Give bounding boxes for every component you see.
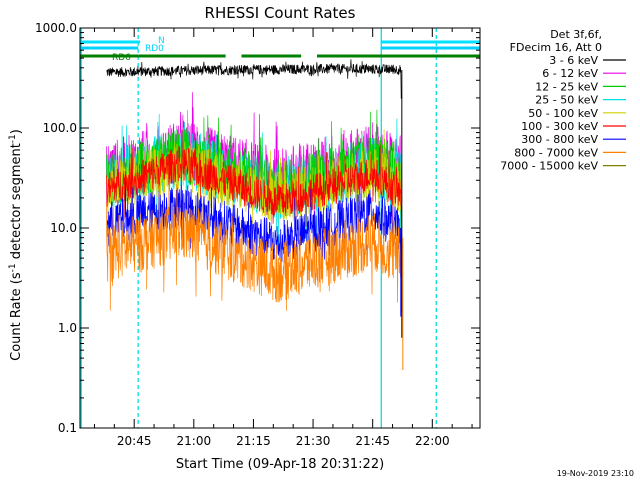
x-tick-label-4: 21:45	[355, 434, 390, 448]
y-tick-label-4: 1000.0	[35, 21, 77, 35]
x-axis-label: Start Time (09-Apr-18 20:31:22)	[176, 457, 384, 472]
series-line-5	[106, 129, 403, 237]
y-axis-label: Count Rate (s-1 detector segment-1)	[8, 129, 24, 361]
footer-timestamp: 19-Nov-2019 23:10	[557, 469, 634, 478]
x-tick-label-3: 21:30	[296, 434, 331, 448]
chart-title: RHESSI Count Rates	[205, 4, 356, 22]
y-tick-label-3: 100.0	[43, 121, 77, 135]
legend-header-0: Det 3f,6f,	[550, 28, 602, 41]
state-label-n: N	[158, 36, 165, 46]
x-tick-label-5: 22:00	[415, 434, 450, 448]
series-line-4	[106, 129, 403, 251]
legend-label-4: 50 - 100 keV	[528, 107, 598, 120]
legend-label-2: 12 - 25 keV	[535, 80, 598, 93]
x-tick-label-2: 21:15	[236, 434, 271, 448]
axes-layer: 0.1 1.0 10.0 100.0 1000.0 20:45 21:00 21:15 21:3…	[35, 21, 481, 448]
x-tick-label-1: 21:00	[177, 434, 212, 448]
y-tick-label-0: 0.1	[58, 421, 77, 435]
y-tick-label-1: 1.0	[58, 321, 77, 335]
legend-header-1: FDecim 16, Att 0	[510, 41, 602, 54]
state-label-rd6: RD6	[112, 53, 131, 63]
legend-label-1: 6 - 12 keV	[542, 67, 598, 80]
y-tick-label-2: 10.0	[50, 221, 77, 235]
legend-label-5: 100 - 300 keV	[521, 120, 598, 133]
legend-label-7: 800 - 7000 keV	[514, 146, 598, 159]
legend-label-6: 300 - 800 keV	[521, 133, 598, 146]
legend-label-0: 3 - 6 keV	[549, 54, 598, 67]
x-tick-label-0: 20:45	[117, 434, 152, 448]
state-label-rd0: RD0	[145, 44, 164, 54]
series-line-7	[106, 178, 403, 313]
legend-label-8: 7000 - 15000 keV	[500, 160, 598, 173]
series-layer	[106, 59, 404, 371]
series-line-0	[106, 59, 403, 99]
legend-label-3: 25 - 50 keV	[535, 94, 598, 107]
